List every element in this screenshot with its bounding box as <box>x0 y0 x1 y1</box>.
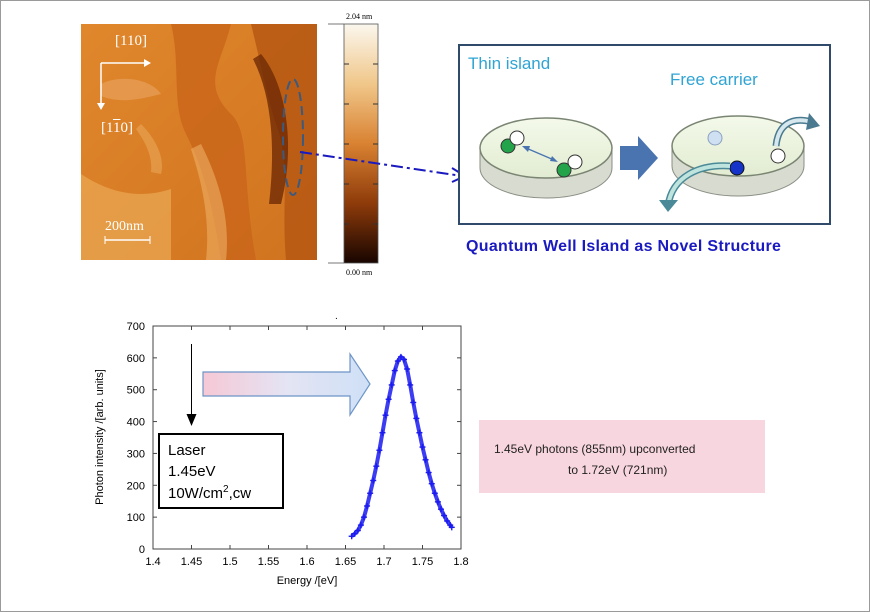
x-tick-label: 1.7 <box>376 556 391 568</box>
x-tick-label: 1.45 <box>181 556 202 568</box>
pl-spectrum-chart: 1.4 1.45 1.5 1.55 1.6 1.65 1.7 1.75 1.8 0 100 200 3… <box>94 321 469 587</box>
x-tick-label: 1.6 <box>299 556 314 568</box>
afm-dir2-tail: 0] <box>120 120 133 136</box>
spectrum-line <box>350 354 454 538</box>
note-line-2: to 1.72eV (721nm) <box>568 463 668 477</box>
afm-dir2-part: [1 <box>101 120 113 136</box>
schematic-drawing <box>479 113 820 212</box>
data-point <box>428 480 435 487</box>
x-tick-label: 1.5 <box>222 556 237 568</box>
data-point <box>441 512 448 519</box>
data-point <box>376 447 383 454</box>
schematic-caption: Quantum Well Island as Novel Structure <box>466 238 782 255</box>
laser-power-sup: 2 <box>223 484 229 495</box>
data-point <box>354 527 361 534</box>
x-tick-label: 1.4 <box>145 556 160 568</box>
data-point <box>391 367 398 374</box>
data-point <box>382 412 389 419</box>
schematic-panel: Thin island Free carrier <box>458 44 831 225</box>
x-tick-label: 1.55 <box>258 556 279 568</box>
data-point <box>351 530 358 537</box>
laser-energy-label: 1.45eV <box>168 463 216 480</box>
afm-scale-bar <box>104 236 151 244</box>
y-tick-label: 400 <box>127 417 145 429</box>
data-point <box>348 533 355 540</box>
data-point <box>416 429 423 436</box>
afm-scale-label: 200nm <box>105 219 144 234</box>
data-point <box>413 415 420 422</box>
y-tick-label: 100 <box>127 512 145 524</box>
laser-power-mode: ,cw <box>229 485 252 502</box>
colorbar-max-label: 2.04 nm <box>346 12 373 21</box>
y-tick-label: 0 <box>139 544 145 556</box>
colorbar <box>328 23 379 264</box>
data-point <box>404 366 411 373</box>
data-point <box>367 490 374 497</box>
data-point <box>448 524 455 531</box>
afm-dir2-bar: 1 <box>112 120 121 136</box>
laser-box <box>158 433 284 509</box>
stray-dot: . <box>335 311 338 322</box>
x-ticks: 1.4 1.45 1.5 1.55 1.6 1.65 1.7 1.75 1.8 <box>145 326 469 568</box>
data-point <box>431 490 438 497</box>
data-point <box>444 517 451 524</box>
data-point <box>360 514 367 521</box>
laser-power-value: 10W/cm <box>168 485 223 502</box>
data-point <box>385 396 392 403</box>
free-carrier-label: Free carrier <box>670 70 758 89</box>
data-point <box>401 356 408 363</box>
afm-direction-110: [110] <box>115 33 147 49</box>
y-tick-label: 200 <box>127 480 145 492</box>
spectrum-series <box>348 353 455 540</box>
upconversion-note: 1.45eV photons (855nm) upconverted to 1.… <box>479 420 765 493</box>
laser-label: Laser <box>168 442 206 459</box>
afm-direction-1bar10: [110] <box>101 120 133 137</box>
data-point <box>357 522 364 529</box>
y-axis-label: Photon intensity /[arb. units] <box>94 369 106 505</box>
x-tick-label: 1.75 <box>412 556 433 568</box>
data-point <box>422 456 429 463</box>
data-point <box>397 353 404 360</box>
data-point <box>434 498 441 505</box>
y-tick-label: 600 <box>127 353 145 365</box>
laser-arrow-head <box>186 414 197 426</box>
data-point <box>410 399 417 406</box>
upconversion-arrow <box>202 352 371 418</box>
data-point <box>407 381 414 388</box>
data-point <box>373 463 380 470</box>
data-point <box>364 502 371 509</box>
y-tick-label: 500 <box>127 385 145 397</box>
data-point <box>379 429 386 436</box>
data-point <box>437 506 444 513</box>
data-point <box>419 444 426 451</box>
data-point <box>388 381 395 388</box>
x-tick-label: 1.65 <box>335 556 356 568</box>
x-axis-label: Energy /[eV] <box>277 575 338 587</box>
afm-axes-arrows <box>97 59 151 110</box>
data-point <box>394 358 401 365</box>
y-tick-label: 700 <box>127 321 145 333</box>
thin-island-label: Thin island <box>468 54 551 73</box>
note-line-1: 1.45eV photons (855nm) upconverted <box>494 442 696 456</box>
data-point <box>425 469 432 476</box>
data-point <box>370 477 377 484</box>
y-tick-label: 300 <box>127 448 145 460</box>
laser-power-label: 10W/cm2,cw <box>168 484 251 502</box>
y-ticks: 0 100 200 300 400 500 600 700 <box>127 321 461 556</box>
colorbar-min-label: 0.00 nm <box>346 268 373 277</box>
x-tick-label: 1.8 <box>453 556 468 568</box>
